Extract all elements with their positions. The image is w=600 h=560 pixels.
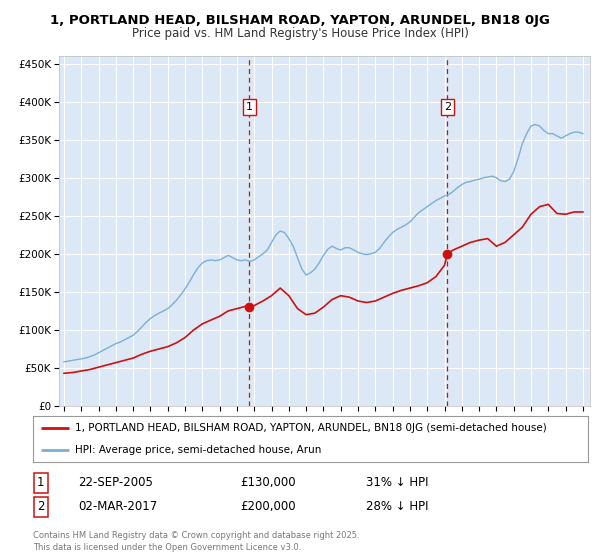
Text: 1, PORTLAND HEAD, BILSHAM ROAD, YAPTON, ARUNDEL, BN18 0JG (semi-detached house): 1, PORTLAND HEAD, BILSHAM ROAD, YAPTON, … (74, 423, 547, 433)
Text: 02-MAR-2017: 02-MAR-2017 (78, 500, 157, 514)
Text: 1: 1 (246, 102, 253, 112)
Text: 1, PORTLAND HEAD, BILSHAM ROAD, YAPTON, ARUNDEL, BN18 0JG: 1, PORTLAND HEAD, BILSHAM ROAD, YAPTON, … (50, 14, 550, 27)
Text: HPI: Average price, semi-detached house, Arun: HPI: Average price, semi-detached house,… (74, 445, 321, 455)
Text: Price paid vs. HM Land Registry's House Price Index (HPI): Price paid vs. HM Land Registry's House … (131, 27, 469, 40)
Text: 2: 2 (444, 102, 451, 112)
Text: £130,000: £130,000 (240, 476, 296, 489)
Text: £200,000: £200,000 (240, 500, 296, 514)
Text: Contains HM Land Registry data © Crown copyright and database right 2025.
This d: Contains HM Land Registry data © Crown c… (33, 531, 359, 552)
Text: 1: 1 (37, 476, 44, 489)
Text: 2: 2 (37, 500, 44, 514)
Text: 31% ↓ HPI: 31% ↓ HPI (366, 476, 428, 489)
Text: 28% ↓ HPI: 28% ↓ HPI (366, 500, 428, 514)
Text: 22-SEP-2005: 22-SEP-2005 (78, 476, 153, 489)
